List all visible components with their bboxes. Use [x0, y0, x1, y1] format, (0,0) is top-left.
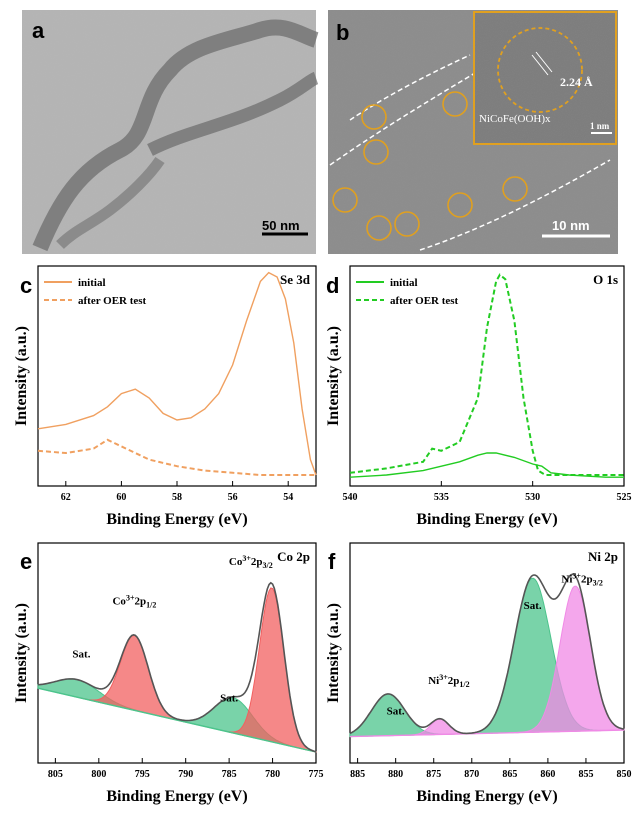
- x-tick-label: 865: [502, 769, 517, 780]
- scale-bar-label: 50 nm: [262, 218, 300, 233]
- core-level-label: Se 3d: [280, 272, 311, 287]
- x-tick-label: 530: [525, 492, 540, 503]
- background-line: [37, 687, 317, 753]
- d-spacing-label: 2.24 Å: [560, 75, 593, 89]
- core-level-label: O 1s: [593, 272, 618, 287]
- peak-label: Sat.: [220, 692, 238, 704]
- inset-scale-label: 1 nm: [590, 121, 610, 131]
- nanotube-shape: [147, 71, 319, 156]
- envelope-line: [37, 581, 317, 753]
- panel-label: f: [328, 549, 336, 574]
- phase-label: NiCoFe(OOH)x: [479, 113, 551, 125]
- series-line: [349, 452, 624, 478]
- x-tick-label: 62: [61, 492, 71, 503]
- x-axis-label: Binding Energy (eV): [106, 511, 247, 528]
- y-axis-label: Intensity (a.u.): [325, 326, 342, 426]
- x-tick-label: 800: [91, 769, 106, 780]
- dashed-boundary: [349, 54, 471, 121]
- peak-label: Co3+2p1/2: [112, 594, 156, 610]
- panel-b-hrtem-image: b 2.24 Å NiCoFe(OOH)x 1 nm 10 nm: [328, 10, 618, 254]
- y-axis-label: Intensity (a.u.): [13, 326, 30, 426]
- nanotube-shape: [56, 156, 165, 249]
- panel-e-co2p-chart: 805 800 795 790 785 780 775 Binding Energy (eV)…: [13, 542, 324, 805]
- x-tick-label: 875: [426, 769, 441, 780]
- x-tick-label: 880: [388, 769, 403, 780]
- x-tick-label: 885: [350, 769, 365, 780]
- x-tick-label: 850: [617, 769, 632, 780]
- peak-label: Ni3+2p1/2: [428, 673, 469, 689]
- x-tick-label: 870: [464, 769, 479, 780]
- inset-texture: [475, 13, 615, 143]
- plot-frame: [349, 265, 625, 487]
- panel-label: c: [20, 273, 32, 298]
- x-tick-label: 58: [172, 492, 182, 503]
- peak-label: Sat.: [72, 648, 90, 660]
- scale-bar-label: 10 nm: [552, 218, 590, 233]
- legend-label: initial: [78, 277, 106, 289]
- x-tick-label: 775: [309, 769, 324, 780]
- panel-label: e: [20, 549, 32, 574]
- legend-label: after OER test: [78, 295, 147, 307]
- x-tick-label: 855: [578, 769, 593, 780]
- peak-label: Sat.: [387, 706, 405, 718]
- series-line: [37, 271, 317, 476]
- peak-label: Ni3+2p3/2: [561, 572, 602, 588]
- panel-c-se3d-chart: 62 60 58 56 54 Binding Energy (eV) Intensity (…: [13, 265, 317, 528]
- dashed-boundary: [419, 159, 611, 251]
- core-level-label: Co 2p: [277, 549, 310, 564]
- series-line: [349, 273, 624, 476]
- panel-d-o1s-chart: 540 535 530 525 Binding Energy (eV) Intensity…: [325, 265, 632, 528]
- x-tick-label: 540: [343, 492, 358, 503]
- x-tick-label: 805: [48, 769, 63, 780]
- background-line: [349, 729, 625, 738]
- inset-particle: [497, 27, 583, 113]
- lattice-marker: [531, 54, 549, 76]
- x-tick-label: 785: [222, 769, 237, 780]
- nanoparticle-circles: [332, 91, 528, 241]
- lattice-marker: [535, 51, 553, 73]
- y-axis-label: Intensity (a.u.): [13, 603, 30, 703]
- panel-label: d: [326, 273, 339, 298]
- panel-a-tem-image: a 50 nm: [22, 10, 319, 254]
- envelope-line: [349, 573, 625, 735]
- x-tick-label: 60: [116, 492, 126, 503]
- x-tick-label: 780: [265, 769, 280, 780]
- dashed-boundary: [329, 69, 481, 166]
- panel-f-ni2p-chart: 885 880 875 870 865 860 855 850 Binding Energy (…: [325, 542, 632, 805]
- legend-label: after OER test: [390, 295, 459, 307]
- series-line: [37, 438, 316, 476]
- y-axis-label: Intensity (a.u.): [325, 603, 342, 703]
- peak-label: Co3+2p3/2: [229, 554, 273, 570]
- peak-label: Sat.: [524, 600, 542, 612]
- x-tick-label: 535: [434, 492, 449, 503]
- panel-label: a: [32, 18, 45, 43]
- x-tick-label: 56: [228, 492, 238, 503]
- x-tick-label: 54: [283, 492, 293, 503]
- plot-frame: [349, 542, 625, 764]
- x-axis-label: Binding Energy (eV): [416, 788, 557, 805]
- legend-label: initial: [390, 277, 418, 289]
- x-axis-label: Binding Energy (eV): [106, 788, 247, 805]
- x-tick-label: 790: [178, 769, 193, 780]
- panel-label: b: [336, 20, 349, 45]
- nanotube-shape: [32, 19, 319, 252]
- plot-frame: [37, 542, 317, 764]
- x-axis-label: Binding Energy (eV): [416, 511, 557, 528]
- x-tick-label: 795: [135, 769, 150, 780]
- core-level-label: Ni 2p: [588, 549, 618, 564]
- x-tick-label: 525: [617, 492, 632, 503]
- x-tick-label: 860: [540, 769, 555, 780]
